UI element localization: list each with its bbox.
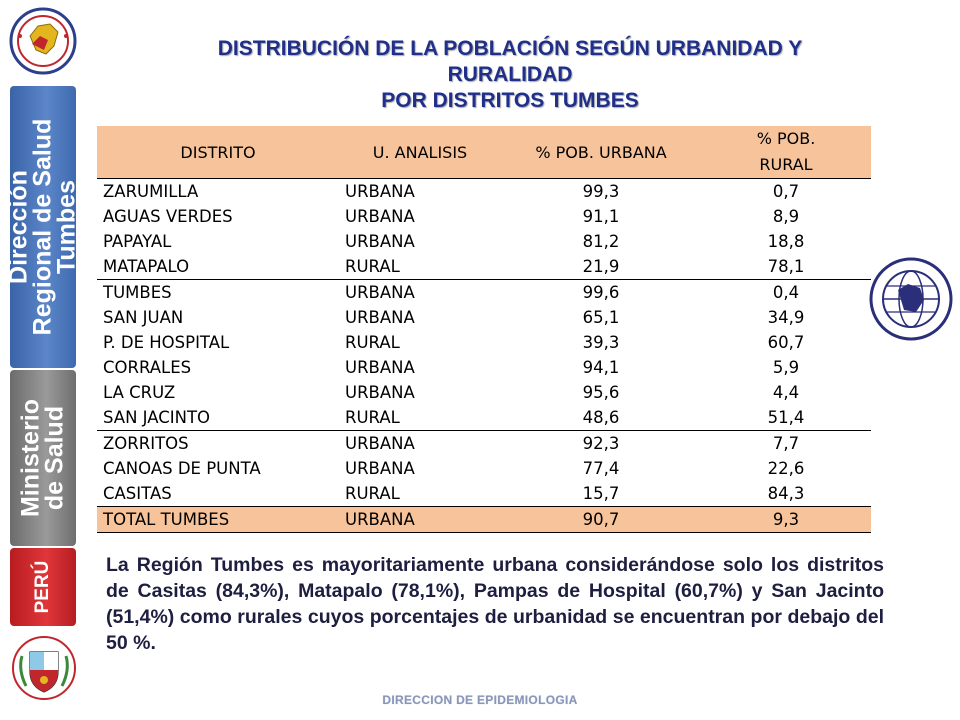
footer-label: DIRECCION DE EPIDEMIOLOGIA [382, 693, 578, 707]
cell-u-analisis: URBANA [345, 434, 415, 453]
cell-u-analisis: RURAL [339, 405, 501, 431]
cell-distrito: CANOAS DE PUNTA [103, 459, 261, 478]
cell-pob-rural: 7,7 [772, 434, 800, 453]
cell-u-analisis: URBANA [345, 232, 415, 251]
cell-u-analisis: RURAL [345, 333, 400, 352]
cell-pob-urbana: 95,6 [582, 383, 620, 402]
table-row: SAN JUAN URBANA 65,1 34,9 [97, 305, 871, 330]
header-pob-urbana: % POB. URBANA [501, 126, 701, 179]
page-title: DISTRIBUCIÓN DE LA POBLACIÓN SEGÚN URBAN… [110, 36, 910, 114]
cell-pob-rural: 4,4 [772, 383, 800, 402]
cell-distrito: CORRALES [103, 358, 192, 377]
cell-u-analisis: URBANA [345, 459, 415, 478]
table-header-row: DISTRITO U. ANALISIS % POB. URBANA % POB… [97, 126, 871, 179]
cell-pob-urbana: 92,3 [582, 434, 620, 453]
regional-health-band: Dirección Regional de Salud Tumbes [4, 86, 80, 368]
cell-pob-urbana: 21,9 [501, 254, 701, 280]
table-row: TUMBES URBANA 99,6 0,4 [97, 280, 871, 306]
cell-pob-urbana: 94,1 [582, 358, 620, 377]
cell-distrito: ZARUMILLA [103, 182, 199, 201]
cell-pob-urbana: 39,3 [582, 333, 620, 352]
header-u-analisis: U. ANALISIS [339, 126, 501, 179]
regional-health-logo [9, 7, 77, 75]
table-row: P. DE HOSPITAL RURAL 39,3 60,7 [97, 330, 871, 355]
cell-pob-urbana: 65,1 [582, 308, 620, 327]
table-row: MATAPALO RURAL 21,9 78,1 [97, 254, 871, 280]
cell-u-analisis: URBANA [345, 308, 415, 327]
cell-pob-rural: 51,4 [701, 405, 871, 431]
table-row: SAN JACINTO RURAL 48,6 51,4 [97, 405, 871, 431]
cell-u-analisis: URBANA [345, 383, 415, 402]
cell-u-analisis: RURAL [339, 481, 501, 507]
cell-distrito: SAN JACINTO [97, 405, 339, 431]
cell-pob-urbana: 90,7 [501, 506, 701, 533]
cell-pob-urbana: 91,1 [582, 207, 620, 226]
table-total-row: TOTAL TUMBES URBANA 90,7 9,3 [97, 506, 871, 533]
cell-pob-rural: 8,9 [772, 207, 800, 226]
title-line: DISTRIBUCIÓN DE LA POBLACIÓN SEGÚN URBAN… [217, 37, 803, 60]
cell-distrito: AGUAS VERDES [103, 207, 233, 226]
cell-pob-rural: 22,6 [767, 459, 805, 478]
ministry-band: Ministerio de Salud [10, 370, 76, 546]
cell-pob-rural: 84,3 [701, 481, 871, 507]
cell-distrito: TUMBES [103, 283, 172, 302]
cell-distrito: MATAPALO [97, 254, 339, 280]
table-row: AGUAS VERDES URBANA 91,1 8,9 [97, 204, 871, 229]
cell-pob-rural: 18,8 [767, 232, 805, 251]
peru-band: PERÚ [10, 548, 76, 626]
cell-pob-urbana: 99,3 [582, 182, 620, 201]
header-distrito: DISTRITO [97, 126, 339, 179]
cell-distrito: ZORRITOS [103, 434, 189, 453]
cell-pob-urbana: 99,6 [582, 283, 620, 302]
cell-pob-rural: 78,1 [701, 254, 871, 280]
cell-distrito: SAN JUAN [103, 308, 184, 327]
cell-u-analisis: URBANA [345, 207, 415, 226]
table-row: CORRALES URBANA 94,1 5,9 [97, 355, 871, 380]
population-table: DISTRITO U. ANALISIS % POB. URBANA % POB… [97, 126, 871, 533]
header-pob-rural: % POB. RURAL [701, 126, 871, 179]
cell-pob-rural: 0,4 [772, 283, 800, 302]
cell-u-analisis: URBANA [345, 182, 415, 201]
cell-u-analisis: URBANA [345, 283, 415, 302]
band-text-line: PERÚ [31, 560, 53, 614]
band-text-line: de Salud [40, 405, 68, 511]
header-pob-rural-line2: RURAL [759, 155, 813, 174]
national-coat-of-arms-icon [12, 636, 76, 700]
title-line: RURALIDAD [447, 63, 573, 86]
cell-distrito: CASITAS [97, 481, 339, 507]
cell-pob-urbana: 81,2 [582, 232, 620, 251]
cell-pob-rural: 34,9 [767, 308, 805, 327]
table-row: LA CRUZ URBANA 95,6 4,4 [97, 380, 871, 405]
header-pob-rural-line1: % POB. [756, 129, 816, 148]
table-row: PAPAYAL URBANA 81,2 18,8 [97, 229, 871, 254]
cell-pob-rural: 5,9 [772, 358, 800, 377]
title-line: POR DISTRITOS TUMBES [381, 89, 639, 112]
band-text-line: Tumbes [51, 180, 80, 275]
cell-u-analisis: URBANA [339, 506, 501, 533]
cell-distrito: LA CRUZ [103, 383, 176, 402]
table-row: CANOAS DE PUNTA URBANA 77,4 22,6 [97, 456, 871, 481]
cell-pob-urbana: 48,6 [501, 405, 701, 431]
cell-distrito: P. DE HOSPITAL [103, 333, 230, 352]
cell-pob-rural: 60,7 [767, 333, 805, 352]
cell-u-analisis: RURAL [339, 254, 501, 280]
cell-distrito: TOTAL TUMBES [97, 506, 339, 533]
band-text-line: Regional de Salud [28, 118, 57, 336]
cell-pob-urbana: 77,4 [582, 459, 620, 478]
table-row: ZORRITOS URBANA 92,3 7,7 [97, 431, 871, 457]
cell-pob-rural: 0,7 [772, 182, 800, 201]
epidemiology-logo [869, 257, 953, 341]
cell-pob-rural: 9,3 [701, 506, 871, 533]
cell-distrito: PAPAYAL [103, 232, 172, 251]
cell-u-analisis: URBANA [345, 358, 415, 377]
cell-pob-urbana: 15,7 [501, 481, 701, 507]
table-row: ZARUMILLA URBANA 99,3 0,7 [97, 179, 871, 205]
summary-paragraph: La Región Tumbes es mayoritariamente urb… [106, 554, 884, 654]
table-row: CASITAS RURAL 15,7 84,3 [97, 481, 871, 507]
